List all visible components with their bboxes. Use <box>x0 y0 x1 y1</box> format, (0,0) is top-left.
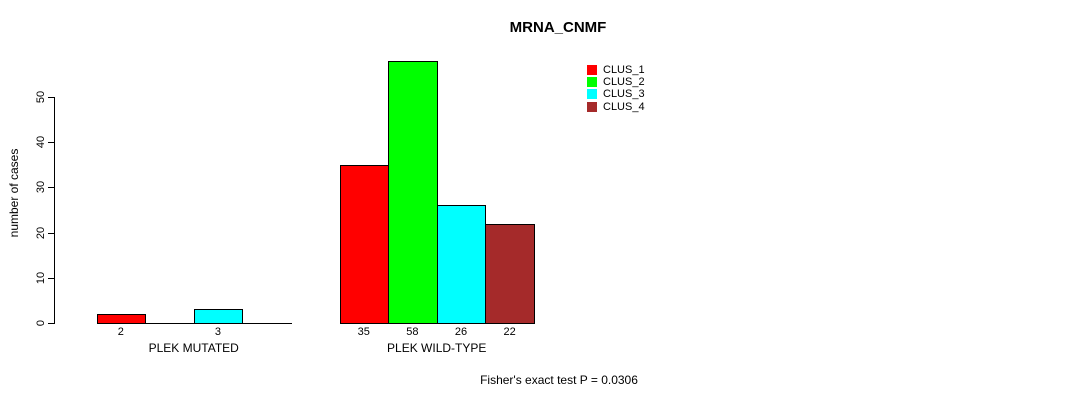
chart-title: MRNA_CNMF <box>509 19 607 36</box>
bar-clus_2 <box>388 61 438 324</box>
legend-label: CLUS_1 <box>603 64 645 77</box>
bar-value-label: 3 <box>214 325 222 338</box>
bar-value-label: 22 <box>503 325 516 338</box>
legend-item: CLUS_1 <box>587 64 645 76</box>
group-label: PLEK WILD-TYPE <box>387 340 487 355</box>
legend-item: CLUS_3 <box>587 88 645 100</box>
legend-swatch-clus_1 <box>587 65 597 76</box>
bar-clus_4 <box>485 224 535 324</box>
bar-clus_3 <box>193 309 244 324</box>
legend-swatch-clus_2 <box>587 77 597 88</box>
bar-value-label: 26 <box>454 325 468 338</box>
legend-label: CLUS_4 <box>603 100 645 113</box>
y-axis-tick <box>48 232 54 234</box>
bar-clus_3 <box>436 205 487 324</box>
y-axis-tick <box>48 187 54 189</box>
legend-item: CLUS_4 <box>587 101 645 113</box>
bar-value-label: 35 <box>357 325 370 338</box>
bar-value-label: 58 <box>406 325 419 338</box>
group-label: PLEK MUTATED <box>148 340 239 355</box>
y-axis-tick-label: 50 <box>35 90 47 104</box>
y-axis-label: number of cases <box>7 148 21 238</box>
bar-clus_1 <box>96 314 147 324</box>
legend-label: CLUS_2 <box>603 76 645 89</box>
bar-clus_1 <box>339 165 390 324</box>
bar-value-label: 2 <box>117 325 124 338</box>
legend-item: CLUS_2 <box>587 76 645 88</box>
y-axis-tick <box>48 97 54 98</box>
fisher-test-annotation: Fisher's exact test P = 0.0306 <box>480 373 638 387</box>
legend-swatch-clus_3 <box>587 89 597 100</box>
y-axis-line <box>54 97 55 324</box>
y-axis-tick <box>48 142 54 144</box>
y-axis-tick <box>48 323 54 324</box>
legend-swatch-clus_4 <box>587 101 597 112</box>
legend-label: CLUS_3 <box>603 88 645 101</box>
legend: CLUS_1 CLUS_2 CLUS_3 CLUS_4 <box>587 64 645 113</box>
y-axis-tick <box>48 277 54 279</box>
